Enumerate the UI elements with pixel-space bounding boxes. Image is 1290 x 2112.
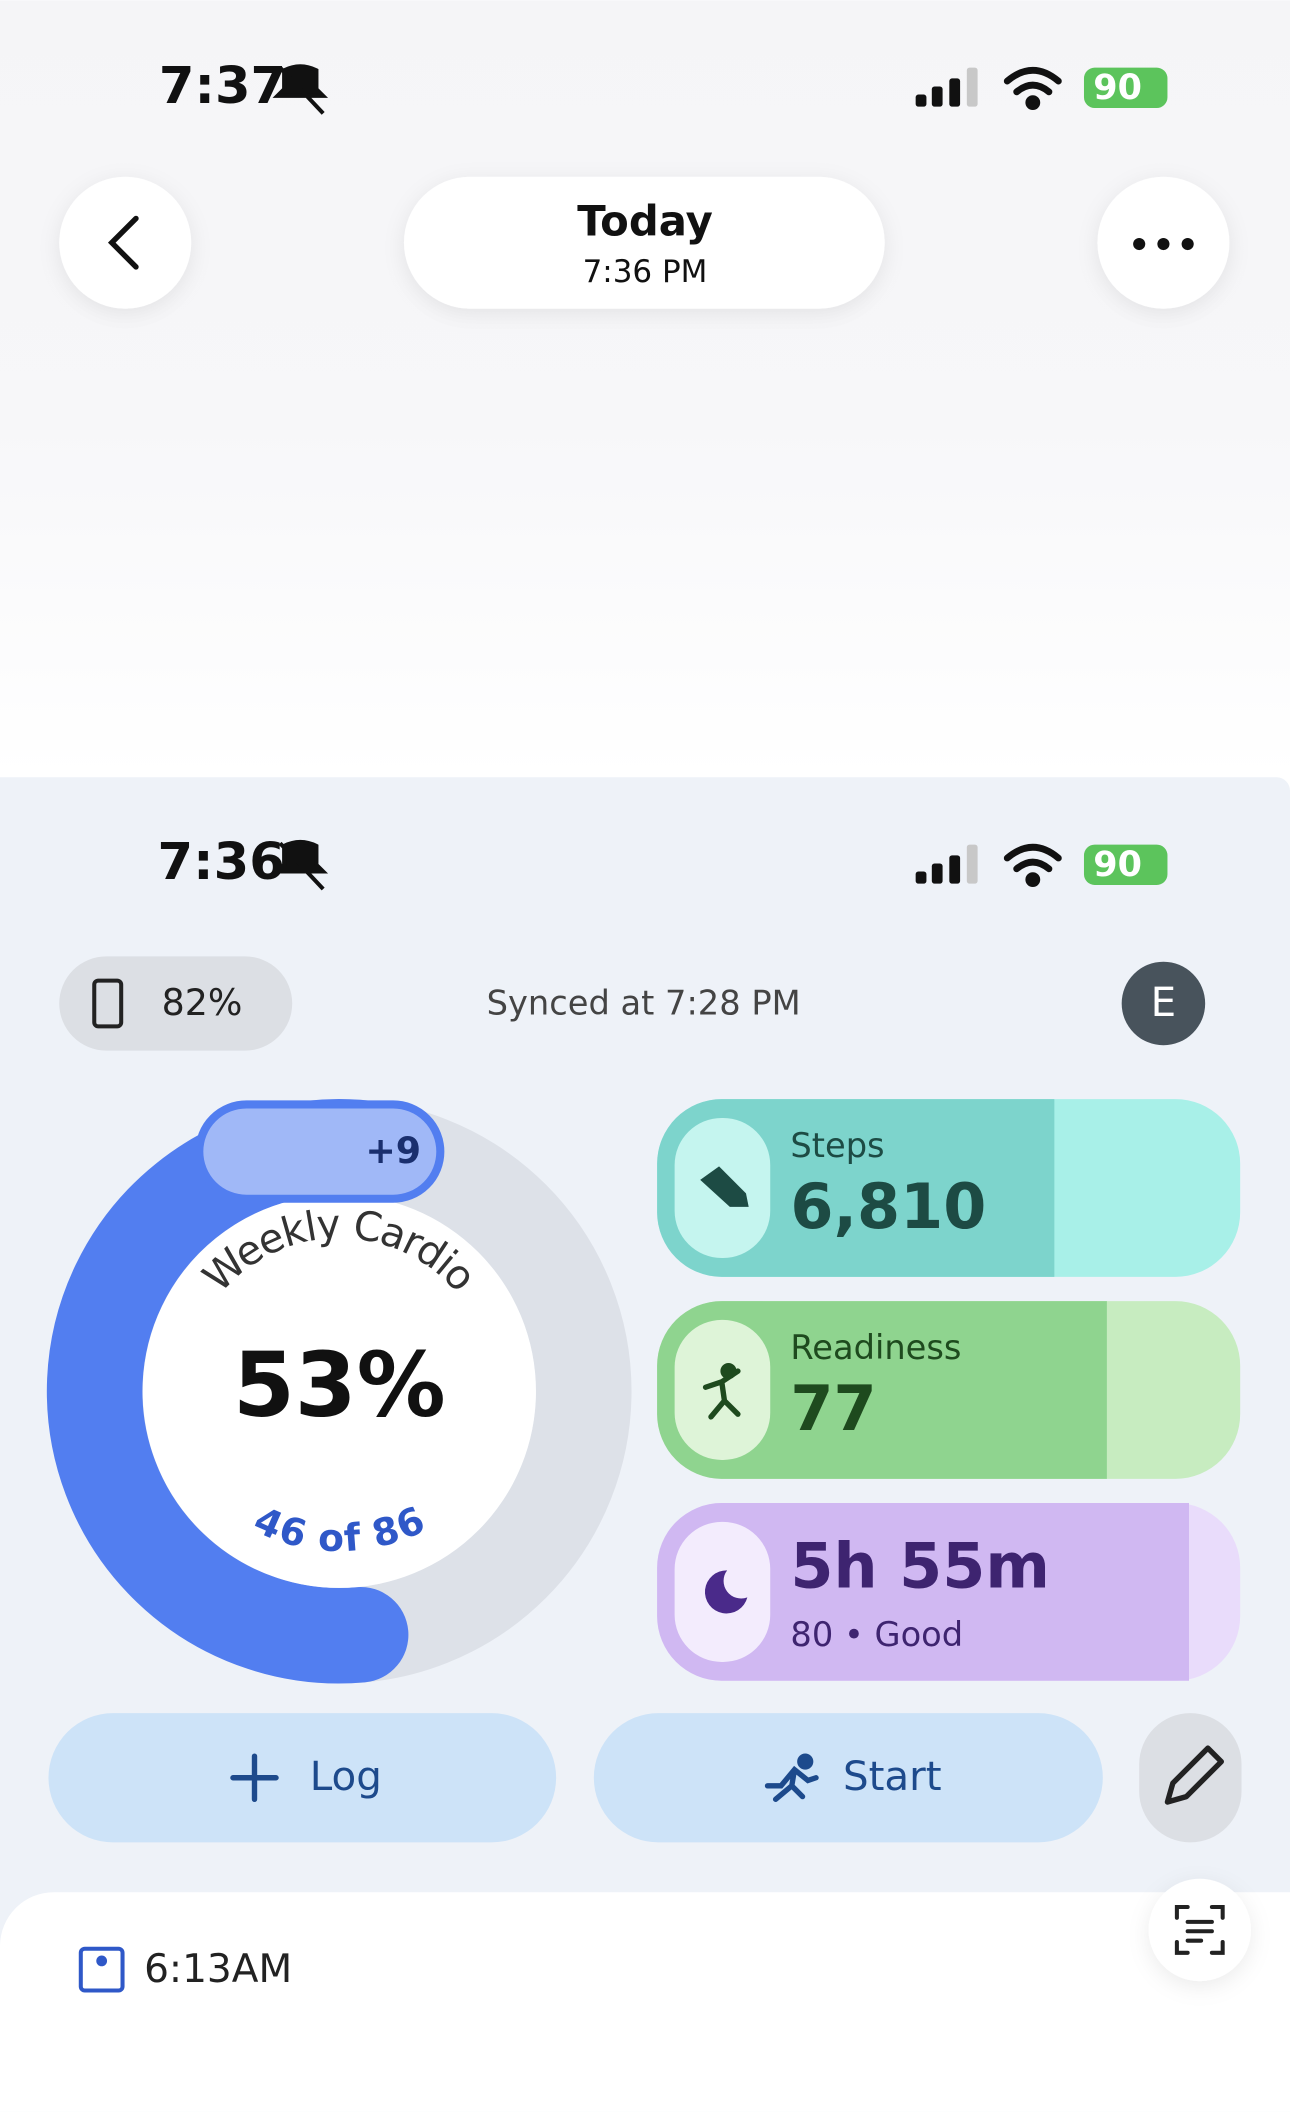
device-battery: 82% [162, 981, 243, 1024]
bonus-pill [195, 1100, 445, 1203]
back-icon [107, 215, 139, 270]
pencil-icon [1164, 1745, 1225, 1805]
moon-icon [704, 1570, 748, 1614]
inner-status-bar: 7:36 90 [158, 833, 1168, 892]
top-background [0, 0, 1290, 778]
entry-card [0, 1892, 1290, 2112]
battery-level: 90 [1093, 845, 1142, 885]
start-label: Start [843, 1753, 942, 1800]
steps-tile[interactable]: Steps 6,810 [657, 1099, 1241, 1277]
tile-detail: 80 • Good [790, 1615, 963, 1654]
shoe-icon [700, 1166, 749, 1207]
tile-value: 6,810 [790, 1171, 986, 1243]
mute-icon [272, 64, 329, 115]
avatar[interactable] [1121, 961, 1206, 1046]
mute-icon [272, 839, 329, 891]
entry-icon [78, 1946, 125, 1993]
edit-button[interactable] [1139, 1713, 1242, 1843]
tile-fill [657, 1301, 1107, 1479]
cardio-percent: 53% [233, 1334, 446, 1437]
battery-level: 90 [1093, 68, 1142, 108]
run-icon [764, 1753, 819, 1802]
title: Today [577, 196, 713, 245]
battery-icon [1083, 844, 1168, 885]
ring-center [142, 1194, 536, 1588]
bonus: +9 [365, 1129, 421, 1172]
tile-label: Readiness [790, 1328, 961, 1367]
time: 7:36 [158, 833, 285, 892]
tile-value: 5h 55m [790, 1530, 1049, 1602]
back-button[interactable] [59, 176, 192, 309]
avatar-initial: E [1151, 979, 1177, 1026]
more-icon [1133, 237, 1194, 251]
subtitle: 7:36 PM [583, 254, 708, 290]
wifi-icon [1003, 843, 1062, 888]
device-icon [92, 978, 124, 1029]
entry-icon-dot [96, 1955, 108, 1967]
readiness-tile[interactable]: Readiness 77 [657, 1301, 1241, 1479]
tile-label: Steps [790, 1126, 884, 1165]
tile-fill [657, 1503, 1190, 1681]
sync-status: Synced at 7:28 PM [487, 983, 801, 1022]
wifi-icon [1003, 66, 1062, 111]
status-bar: 7:37 90 [159, 57, 1168, 116]
sleep-tile[interactable]: 5h 55m 80 • Good [657, 1503, 1241, 1681]
log-button[interactable] [48, 1713, 557, 1843]
readiness-icon [702, 1363, 741, 1420]
signal-icon [915, 844, 978, 884]
plus-icon [230, 1753, 279, 1802]
log-label: Log [310, 1753, 382, 1800]
time: 7:37 [159, 57, 286, 116]
start-button[interactable] [593, 1713, 1103, 1843]
signal-icon [915, 67, 978, 107]
tile-value: 77 [790, 1373, 876, 1445]
scan-icon [1174, 1905, 1225, 1955]
title-pill [403, 176, 885, 309]
entry-time: 6:13AM [144, 1947, 292, 1992]
battery-icon [1083, 67, 1168, 109]
